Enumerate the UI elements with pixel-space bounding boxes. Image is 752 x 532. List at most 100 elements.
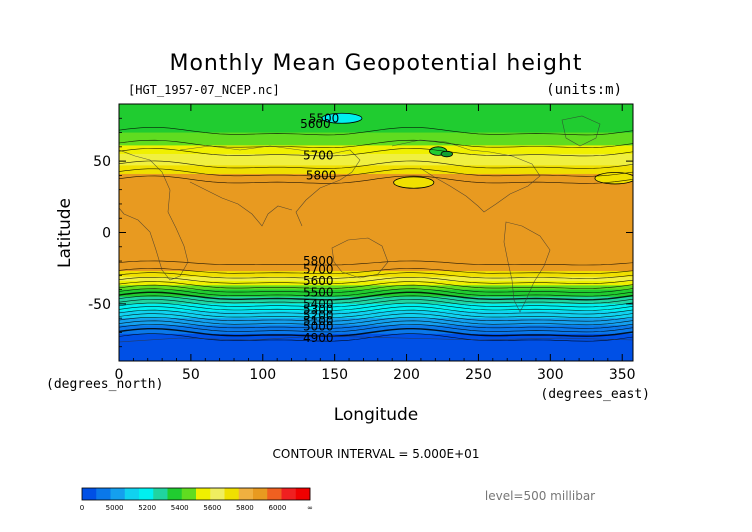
colorbar-swatch xyxy=(224,488,240,500)
height-band xyxy=(119,233,633,236)
x-axis-label: Longitude xyxy=(334,405,419,425)
height-band xyxy=(119,246,633,249)
y-axis-label: Latitude xyxy=(55,198,75,268)
colorbar-swatch xyxy=(153,488,168,500)
height-band xyxy=(119,295,633,298)
colorbar-swatch xyxy=(139,488,154,500)
colorbar-frame xyxy=(81,487,311,501)
height-band xyxy=(119,162,633,165)
height-band xyxy=(119,153,633,156)
height-band xyxy=(119,135,633,138)
height-field xyxy=(119,104,633,361)
height-band xyxy=(119,352,633,355)
height-band xyxy=(119,133,633,137)
colorbar-swatch xyxy=(253,488,268,500)
height-band xyxy=(119,356,633,359)
height-band xyxy=(119,166,633,169)
contour-5450-south xyxy=(119,295,633,304)
colorbar-tick-label: ∞ xyxy=(307,504,313,512)
colorbar-swatch xyxy=(110,488,126,500)
height-band xyxy=(119,209,633,212)
height-band xyxy=(119,169,633,172)
height-band xyxy=(119,232,633,235)
contour-5400-south xyxy=(119,299,633,308)
height-band xyxy=(119,315,633,318)
height-band xyxy=(119,221,633,224)
height-band xyxy=(119,292,633,295)
colorbar-swatch xyxy=(295,488,311,500)
height-band xyxy=(119,345,633,348)
contour-interval-note: CONTOUR INTERVAL = 5.000E+01 xyxy=(273,447,480,461)
height-band xyxy=(119,159,633,162)
colorbar-swatch xyxy=(96,488,111,500)
height-band xyxy=(119,185,633,188)
height-band xyxy=(119,139,633,142)
contour-label: 5600 xyxy=(300,117,331,131)
height-band xyxy=(119,261,633,264)
height-band xyxy=(119,113,633,117)
height-band xyxy=(119,313,633,316)
contour-5850-south xyxy=(119,260,633,266)
height-band xyxy=(119,116,633,119)
height-band xyxy=(119,341,633,344)
height-band xyxy=(119,329,633,332)
height-band xyxy=(119,296,633,299)
height-band xyxy=(119,321,633,324)
height-band xyxy=(119,203,633,206)
coast-north-america xyxy=(391,139,541,213)
contour-label: 5500 xyxy=(303,285,334,299)
height-band xyxy=(119,122,633,125)
coast-asia xyxy=(179,145,361,227)
height-band xyxy=(119,355,633,358)
height-band xyxy=(119,216,633,219)
y-tick-label: -50 xyxy=(88,297,111,313)
height-band xyxy=(119,238,633,241)
height-band xyxy=(119,268,633,271)
colorbar-swatch xyxy=(281,488,297,500)
height-band xyxy=(119,163,633,166)
colorbar-swatch xyxy=(181,488,197,500)
height-band xyxy=(119,175,633,178)
height-band xyxy=(119,176,633,179)
height-band xyxy=(119,275,633,278)
height-band xyxy=(119,208,633,211)
height-band xyxy=(119,168,633,171)
height-band xyxy=(119,241,633,244)
height-band xyxy=(119,125,633,128)
coast-australia xyxy=(331,237,389,279)
height-band xyxy=(119,318,633,321)
colorbar-tick-label: 5800 xyxy=(236,504,254,512)
height-band xyxy=(119,106,633,109)
height-band xyxy=(119,325,633,328)
contour-5050-south xyxy=(119,324,633,333)
height-band xyxy=(119,131,633,134)
height-band xyxy=(119,112,633,115)
chart-subtitle-units: (units:m) xyxy=(546,82,622,98)
colorbar-tick-label: 5200 xyxy=(138,504,156,512)
height-band xyxy=(119,191,633,194)
contour-5300-south xyxy=(119,306,633,315)
height-band xyxy=(119,146,633,149)
contour-5550-south xyxy=(119,288,633,297)
height-band xyxy=(119,145,633,148)
height-band xyxy=(119,303,633,306)
height-band xyxy=(119,249,633,252)
height-band xyxy=(119,311,633,314)
contour-label: 5700 xyxy=(303,148,334,162)
contour-5250-south xyxy=(119,309,633,318)
height-band xyxy=(119,193,633,196)
height-band xyxy=(119,299,633,302)
height-band xyxy=(119,202,633,205)
height-band xyxy=(119,242,633,245)
height-band xyxy=(119,219,633,222)
height-band xyxy=(119,339,633,342)
contour-5100-south xyxy=(119,320,633,329)
height-band xyxy=(119,199,633,202)
height-band xyxy=(119,188,633,191)
contour-label: 5800 xyxy=(306,168,337,182)
height-band xyxy=(119,111,633,114)
contour-label: 5500 xyxy=(309,111,340,125)
height-band xyxy=(119,286,633,289)
coast-arabia-india xyxy=(189,181,293,227)
